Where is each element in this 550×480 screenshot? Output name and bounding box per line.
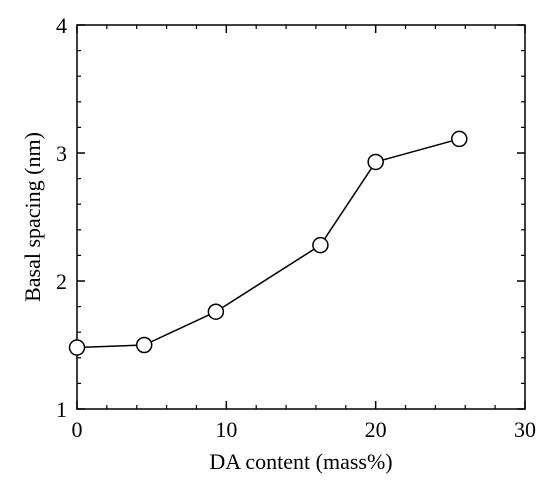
plot-frame	[76, 24, 526, 410]
y-axis-title: Basal spacing (nm)	[20, 132, 45, 302]
series-layer	[68, 130, 468, 356]
data-point	[68, 339, 86, 356]
tick-labels: 0 10 20 30 1 2 3 4	[56, 13, 536, 442]
x-tick-label: 0	[72, 417, 83, 442]
axis-ticks	[76, 24, 526, 410]
x-tick-label: 20	[365, 417, 387, 442]
y-tick-label: 2	[56, 269, 67, 294]
y-tick-label: 1	[56, 397, 67, 422]
y-tick-label: 4	[56, 13, 67, 38]
x-tick-label: 10	[215, 417, 237, 442]
x-axis-title: DA content (mass%)	[209, 449, 392, 474]
data-point	[135, 336, 153, 354]
y-tick-label: 3	[56, 141, 67, 166]
data-point	[451, 130, 468, 148]
series-line	[76, 138, 460, 349]
x-tick-label: 30	[514, 417, 536, 442]
data-point	[367, 153, 384, 171]
data-point	[207, 303, 225, 320]
data-point	[312, 236, 329, 254]
